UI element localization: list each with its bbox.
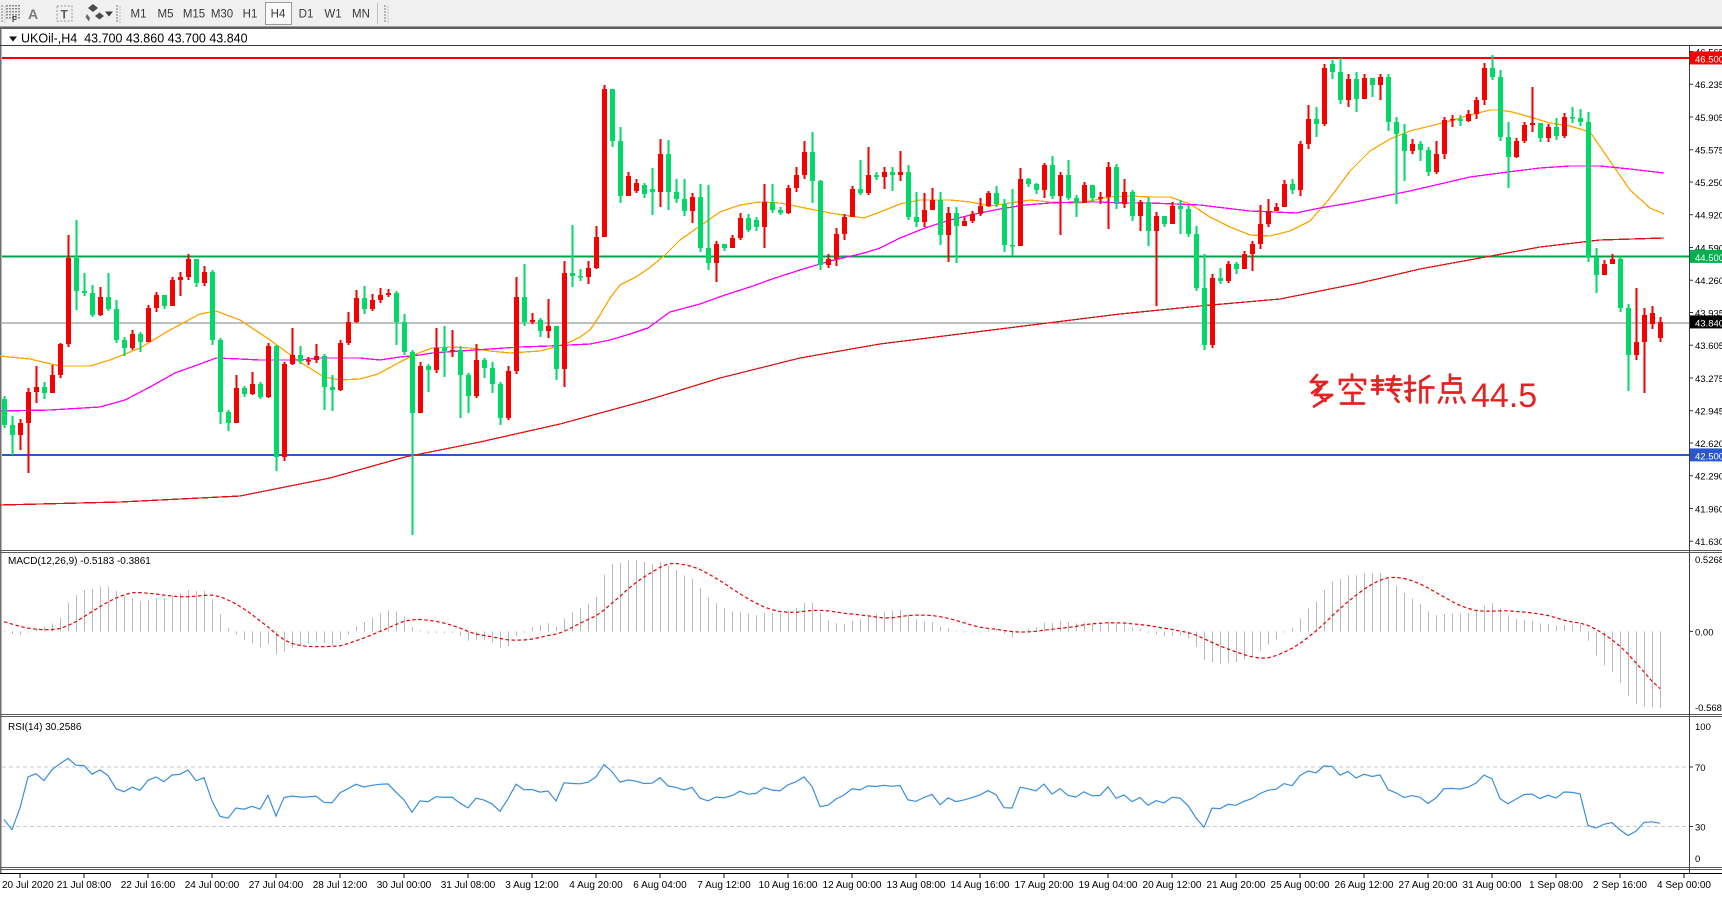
svg-text:21 Aug 20:00: 21 Aug 20:00: [1207, 880, 1266, 891]
svg-text:0.5268: 0.5268: [1695, 555, 1722, 566]
svg-text:45.250: 45.250: [1695, 178, 1722, 189]
svg-text:46.500: 46.500: [1695, 54, 1722, 65]
svg-text:0: 0: [1695, 854, 1700, 865]
svg-text:M30: M30: [211, 9, 233, 21]
svg-text:D1: D1: [299, 9, 314, 21]
svg-text:44.500: 44.500: [1695, 253, 1722, 264]
svg-text:45.905: 45.905: [1695, 113, 1722, 124]
svg-text:M1: M1: [131, 9, 147, 21]
svg-text:44.5: 44.5: [1471, 377, 1537, 415]
svg-text:T: T: [61, 8, 69, 22]
svg-text:F: F: [12, 15, 17, 24]
svg-text:RSI(14) 30.2586: RSI(14) 30.2586: [8, 722, 82, 733]
svg-text:A: A: [28, 6, 38, 22]
svg-text:41.960: 41.960: [1695, 504, 1722, 515]
svg-text:19 Aug 04:00: 19 Aug 04:00: [1079, 880, 1138, 891]
svg-text:44.920: 44.920: [1695, 211, 1722, 222]
svg-text:24 Jul 00:00: 24 Jul 00:00: [185, 880, 240, 891]
svg-text:17 Aug 20:00: 17 Aug 20:00: [1015, 880, 1074, 891]
svg-text:25 Aug 00:00: 25 Aug 00:00: [1271, 880, 1330, 891]
svg-text:MN: MN: [352, 9, 370, 21]
svg-text:3 Aug 12:00: 3 Aug 12:00: [505, 880, 559, 891]
svg-text:43.840: 43.840: [1695, 318, 1722, 329]
svg-text:H4: H4: [271, 9, 286, 21]
svg-text:70: 70: [1695, 763, 1706, 774]
svg-text:MACD(12,26,9) -0.5183 -0.3861: MACD(12,26,9) -0.5183 -0.3861: [8, 556, 151, 567]
svg-text:44.260: 44.260: [1695, 276, 1722, 287]
svg-text:1 Sep 08:00: 1 Sep 08:00: [1529, 880, 1583, 891]
svg-text:20 Jul 2020: 20 Jul 2020: [2, 880, 54, 891]
svg-text:100: 100: [1695, 722, 1711, 733]
svg-text:41.630: 41.630: [1695, 537, 1722, 548]
svg-text:2 Sep 16:00: 2 Sep 16:00: [1593, 880, 1647, 891]
svg-text:42.620: 42.620: [1695, 439, 1722, 450]
svg-text:42.290: 42.290: [1695, 472, 1722, 483]
svg-text:27 Jul 04:00: 27 Jul 04:00: [249, 880, 304, 891]
svg-text:31 Jul 08:00: 31 Jul 08:00: [441, 880, 496, 891]
svg-text:21 Jul 08:00: 21 Jul 08:00: [57, 880, 112, 891]
svg-text:43.275: 43.275: [1695, 374, 1722, 385]
svg-text:42.945: 42.945: [1695, 407, 1722, 418]
svg-text:M5: M5: [158, 9, 174, 21]
svg-text:UKOil-,H4 43.700 43.860 43.70: UKOil-,H4 43.700 43.860 43.700 43.840: [21, 32, 248, 46]
svg-text:W1: W1: [324, 9, 341, 21]
svg-text:27 Aug 20:00: 27 Aug 20:00: [1399, 880, 1458, 891]
svg-text:44.590: 44.590: [1695, 243, 1722, 254]
svg-text:M15: M15: [183, 9, 205, 21]
svg-text:0.00: 0.00: [1695, 627, 1714, 638]
svg-text:22 Jul 16:00: 22 Jul 16:00: [121, 880, 176, 891]
svg-text:26 Aug 12:00: 26 Aug 12:00: [1335, 880, 1394, 891]
svg-text:10 Aug 16:00: 10 Aug 16:00: [759, 880, 818, 891]
svg-text:4 Aug 20:00: 4 Aug 20:00: [569, 880, 623, 891]
svg-text:7 Aug 12:00: 7 Aug 12:00: [697, 880, 751, 891]
svg-text:43.935: 43.935: [1695, 308, 1722, 319]
svg-text:30: 30: [1695, 823, 1706, 834]
svg-text:20 Aug 12:00: 20 Aug 12:00: [1143, 880, 1202, 891]
svg-text:46.235: 46.235: [1695, 80, 1722, 91]
svg-text:H1: H1: [243, 9, 258, 21]
svg-text:31 Aug 00:00: 31 Aug 00:00: [1463, 880, 1522, 891]
svg-text:14 Aug 16:00: 14 Aug 16:00: [951, 880, 1010, 891]
svg-text:42.500: 42.500: [1695, 451, 1722, 462]
svg-text:28 Jul 12:00: 28 Jul 12:00: [313, 880, 368, 891]
svg-text:43.605: 43.605: [1695, 341, 1722, 352]
svg-text:45.575: 45.575: [1695, 146, 1722, 157]
svg-text:12 Aug 00:00: 12 Aug 00:00: [823, 880, 882, 891]
svg-text:4 Sep 00:00: 4 Sep 00:00: [1657, 880, 1711, 891]
svg-text:6 Aug 04:00: 6 Aug 04:00: [633, 880, 687, 891]
svg-text:13 Aug 08:00: 13 Aug 08:00: [887, 880, 946, 891]
svg-text:30 Jul 00:00: 30 Jul 00:00: [377, 880, 432, 891]
